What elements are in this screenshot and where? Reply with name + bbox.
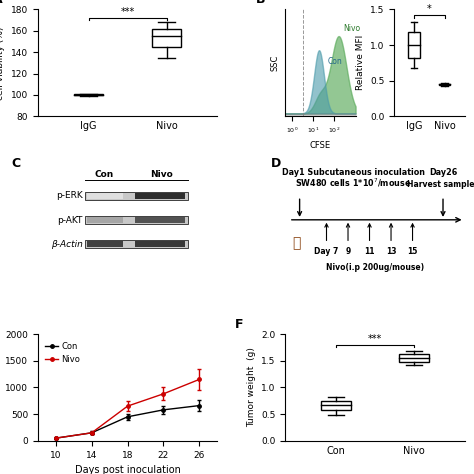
Text: p-ERK: p-ERK: [56, 191, 83, 201]
Bar: [74, 94, 103, 95]
Text: Day26: Day26: [429, 168, 457, 177]
Text: SW480 cells 1*10$^7$/mouse: SW480 cells 1*10$^7$/mouse: [295, 177, 411, 189]
Text: *: *: [427, 4, 432, 15]
Bar: [408, 32, 420, 58]
Bar: [135, 217, 185, 223]
Bar: [321, 401, 351, 410]
Bar: [84, 192, 189, 200]
Bar: [84, 216, 189, 224]
Bar: [439, 83, 450, 85]
Text: 🐀: 🐀: [292, 237, 300, 250]
Bar: [84, 240, 189, 248]
Bar: [399, 355, 428, 362]
Text: ***: ***: [120, 8, 135, 18]
Text: 9: 9: [346, 247, 351, 256]
Bar: [135, 193, 185, 199]
Y-axis label: Tumor weight  (g): Tumor weight (g): [246, 347, 255, 428]
Text: Nivo(i.p 200ug/mouse): Nivo(i.p 200ug/mouse): [326, 263, 424, 272]
Text: Nivo: Nivo: [150, 171, 173, 180]
Text: p-AKT: p-AKT: [57, 216, 83, 225]
Bar: [87, 217, 123, 223]
Text: B: B: [256, 0, 265, 6]
Text: 13: 13: [386, 247, 396, 256]
Text: Day 7: Day 7: [314, 247, 339, 256]
Bar: [152, 29, 182, 47]
Text: Day1 Subcutaneous inoculation: Day1 Subcutaneous inoculation: [282, 168, 425, 177]
Text: C: C: [11, 157, 20, 171]
Text: Con: Con: [95, 171, 114, 180]
Bar: [87, 193, 123, 199]
Y-axis label: Relative MFI: Relative MFI: [356, 35, 365, 91]
Text: 11: 11: [365, 247, 375, 256]
Text: Con: Con: [328, 57, 342, 66]
Text: β-Actin: β-Actin: [51, 240, 83, 249]
Text: ***: ***: [368, 334, 382, 344]
Text: A: A: [0, 0, 3, 6]
Text: D: D: [271, 157, 281, 171]
Text: Nivo: Nivo: [343, 24, 360, 33]
Bar: [87, 241, 123, 247]
X-axis label: Days post inoculation: Days post inoculation: [74, 465, 181, 474]
Text: Harvest samples: Harvest samples: [407, 180, 474, 189]
Y-axis label: SSC: SSC: [271, 55, 280, 71]
Y-axis label: cell viability (%): cell viability (%): [0, 26, 5, 100]
Text: 15: 15: [407, 247, 418, 256]
Text: F: F: [235, 318, 244, 331]
X-axis label: CFSE: CFSE: [310, 141, 331, 150]
Bar: [135, 241, 185, 247]
Legend: Con, Nivo: Con, Nivo: [42, 338, 83, 367]
